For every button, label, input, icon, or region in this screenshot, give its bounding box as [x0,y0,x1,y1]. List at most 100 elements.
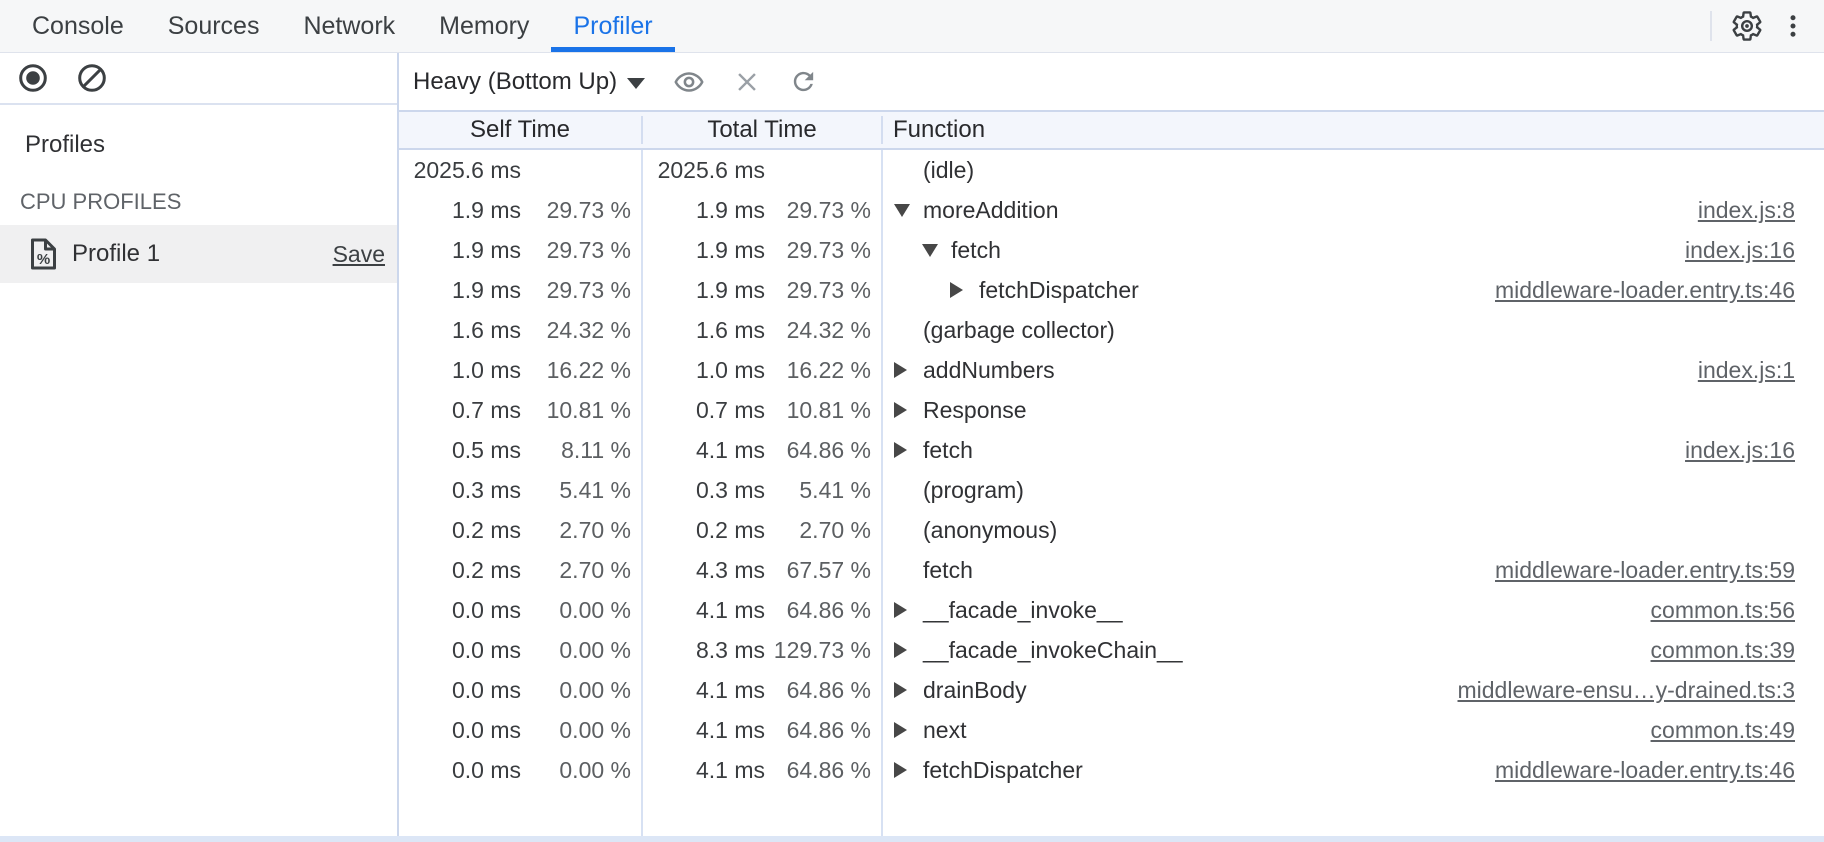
devtools-tab-bar: Console Sources Network Memory Profiler [0,0,1824,53]
column-header-self-time[interactable]: Self Time [399,116,643,144]
function-cell: Response [883,397,1824,424]
total-time-cell: 2025.6 ms [657,156,765,183]
tab-sources[interactable]: Sources [167,11,260,40]
self-time-cell: 0.2 ms 2.70 % [451,516,631,543]
sidebar-item-profile-1[interactable]: % Profile 1 Save [0,225,397,283]
table-row[interactable]: 1.9 ms 29.73 % 1.9 ms 29.73 % fetchDispatche… [399,270,1824,310]
tab-memory[interactable]: Memory [439,11,530,40]
disclosure-triangle-icon[interactable] [922,243,951,257]
function-cell: __facade_invokeChain__ common.ts:39 [883,637,1824,664]
total-time-cell: 8.3 ms 129.73 % [695,636,871,663]
function-cell: __facade_invoke__ common.ts:56 [883,597,1824,624]
table-row[interactable]: 1.9 ms 29.73 % 1.9 ms 29.73 % fetch index.js:… [399,230,1824,270]
function-name: drainBody [923,676,1027,703]
table-row[interactable]: 0.0 ms 0.00 % 4.1 ms 64.86 % __facade_invoke… [399,590,1824,630]
profiles-sidebar: Profiles CPU PROFILES % Profile 1 Save [0,53,399,842]
function-name: moreAddition [923,196,1059,223]
source-link[interactable]: common.ts:49 [1650,716,1795,743]
function-cell: fetch middleware-loader.entry.ts:59 [883,557,1824,584]
self-time-cell: 1.9 ms 29.73 % [451,196,631,223]
table-row[interactable]: 0.5 ms 8.11 % 4.1 ms 64.86 % fetch index.js:1… [399,430,1824,470]
table-row[interactable]: 0.3 ms 5.41 % 0.3 ms 5.41 % (program) [399,470,1824,510]
record-icon [18,63,48,93]
table-row[interactable]: 0.2 ms 2.70 % 0.2 ms 2.70 % (anonymous) [399,510,1824,550]
sidebar-title: Profiles [25,131,106,158]
tab-bar-actions [1710,0,1824,52]
function-cell: drainBody middleware-ensu…y-drained.ts:3 [883,677,1824,704]
three-dot-menu-icon [1778,11,1808,41]
disclosure-triangle-icon[interactable] [894,402,923,418]
column-header-total-time[interactable]: Total Time [643,116,883,144]
tab-profiler[interactable]: Profiler [551,0,675,52]
table-row[interactable]: 0.2 ms 2.70 % 4.3 ms 67.57 % fetch middleware… [399,550,1824,590]
total-time-cell: 0.3 ms 5.41 % [695,476,871,503]
restore-all-button[interactable] [789,67,818,96]
self-time-cell: 1.9 ms 29.73 % [451,276,631,303]
table-row[interactable]: 1.0 ms 16.22 % 1.0 ms 16.22 % addNumbers inde… [399,350,1824,390]
disclosure-triangle-icon[interactable] [894,642,923,658]
total-time-cell: 0.2 ms 2.70 % [695,516,871,543]
table-row[interactable]: 2025.6 ms 2025.6 ms (idle) [399,150,1824,190]
toolbar-divider [1710,11,1712,41]
table-row[interactable]: 0.0 ms 0.00 % 4.1 ms 64.86 % fetchDispatcher… [399,750,1824,790]
source-link[interactable]: common.ts:56 [1650,596,1795,623]
grid-body: 2025.6 ms 2025.6 ms (idle) 1.9 ms 29.73 % 1.9… [399,150,1824,842]
total-time-cell: 1.9 ms 29.73 % [695,196,871,223]
record-button[interactable] [18,63,48,93]
source-link[interactable]: index.js:1 [1697,356,1795,383]
svg-text:%: % [37,251,50,268]
source-link[interactable]: index.js:8 [1697,196,1795,223]
source-link[interactable]: middleware-loader.entry.ts:46 [1495,276,1795,303]
gear-icon [1730,9,1764,43]
disclosure-triangle-icon[interactable] [894,762,923,778]
disclosure-triangle-icon[interactable] [894,442,923,458]
source-link[interactable]: middleware-ensu…y-drained.ts:3 [1457,676,1796,703]
table-row[interactable]: 0.0 ms 0.00 % 4.1 ms 64.86 % next common.ts:4… [399,710,1824,750]
disclosure-triangle-icon[interactable] [894,362,923,378]
table-row[interactable]: 0.0 ms 0.00 % 4.1 ms 64.86 % drainBody middle… [399,670,1824,710]
eye-icon [673,66,705,98]
source-link[interactable]: middleware-loader.entry.ts:46 [1495,756,1795,783]
disclosure-triangle-icon[interactable] [894,722,923,738]
function-cell: addNumbers index.js:1 [883,357,1824,384]
source-link[interactable]: index.js:16 [1685,236,1795,263]
horizontal-scrollbar-track[interactable] [0,836,1824,842]
self-time-cell: 1.6 ms 24.32 % [451,316,631,343]
table-row[interactable]: 1.9 ms 29.73 % 1.9 ms 29.73 % moreAddition in… [399,190,1824,230]
disclosure-triangle-icon[interactable] [894,682,923,698]
clear-button[interactable] [77,63,107,93]
function-name: Response [923,396,1027,423]
self-time-cell: 0.0 ms 0.00 % [451,676,631,703]
column-header-function[interactable]: Function [893,116,986,143]
function-cell: fetchDispatcher middleware-loader.entry.t… [883,757,1824,784]
table-row[interactable]: 0.0 ms 0.00 % 8.3 ms 129.73 % __facade_invok… [399,630,1824,670]
tab-console[interactable]: Console [32,11,124,40]
disclosure-triangle-icon[interactable] [894,602,923,618]
save-profile-link[interactable]: Save [332,240,385,267]
total-time-cell: 0.7 ms 10.81 % [695,396,871,423]
table-row[interactable]: 0.7 ms 10.81 % 0.7 ms 10.81 % Response [399,390,1824,430]
exclude-selected-button[interactable] [733,68,761,96]
close-icon [733,68,761,96]
view-mode-dropdown[interactable]: Heavy (Bottom Up) [413,68,646,96]
function-cell: (anonymous) [883,517,1824,544]
function-name: __facade_invoke__ [923,596,1123,623]
focus-selected-button[interactable] [673,66,705,98]
source-link[interactable]: middleware-loader.entry.ts:59 [1495,556,1795,583]
table-row[interactable]: 1.6 ms 24.32 % 1.6 ms 24.32 % (garbage colle… [399,310,1824,350]
function-cell: moreAddition index.js:8 [883,197,1824,224]
settings-button[interactable] [1730,9,1764,43]
more-options-button[interactable] [1778,11,1808,41]
source-link[interactable]: common.ts:39 [1650,636,1795,663]
function-name: addNumbers [923,356,1055,383]
profile-data-grid: Self Time Total Time Function 2025.6 ms 2… [399,110,1824,842]
self-time-cell: 1.9 ms 29.73 % [451,236,631,263]
tab-network[interactable]: Network [303,11,396,40]
function-name: (program) [923,476,1024,503]
function-name: (idle) [923,156,975,183]
total-time-cell: 4.3 ms 67.57 % [695,556,871,583]
disclosure-triangle-icon[interactable] [950,282,979,298]
source-link[interactable]: index.js:16 [1685,436,1795,463]
function-name: fetchDispatcher [979,276,1139,303]
disclosure-triangle-icon[interactable] [894,203,923,217]
